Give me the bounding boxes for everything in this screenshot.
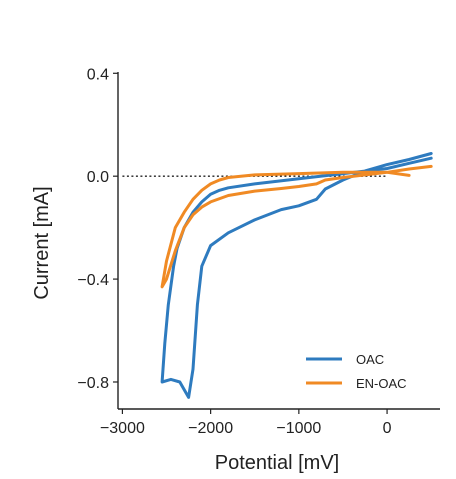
y-tick-label: 0.0 [87,169,109,186]
y-ticks: 0.4 0.0 −0.4 −0.8 [77,66,118,392]
x-tick-label: 0 [383,420,392,437]
y-axis-label: Current [mA] [31,186,53,299]
x-tick-label: −3000 [100,420,145,437]
y-tick-label: −0.4 [77,272,109,289]
y-tick-label: 0.4 [87,66,109,83]
x-tick-label: −2000 [188,420,233,437]
series-line-oac [160,152,433,399]
x-tick-label: −1000 [276,420,321,437]
x-axis-label: Potential [mV] [215,452,340,474]
x-ticks: −3000 −2000 −1000 0 [100,409,392,437]
legend-label-en-oac: EN-OAC [356,376,407,391]
plot-curves [122,152,433,399]
legend-label-oac: OAC [356,352,384,367]
y-tick-label: −0.8 [77,375,109,392]
series-line-en-oac [160,164,433,289]
legend: OAC EN-OAC [306,352,407,391]
